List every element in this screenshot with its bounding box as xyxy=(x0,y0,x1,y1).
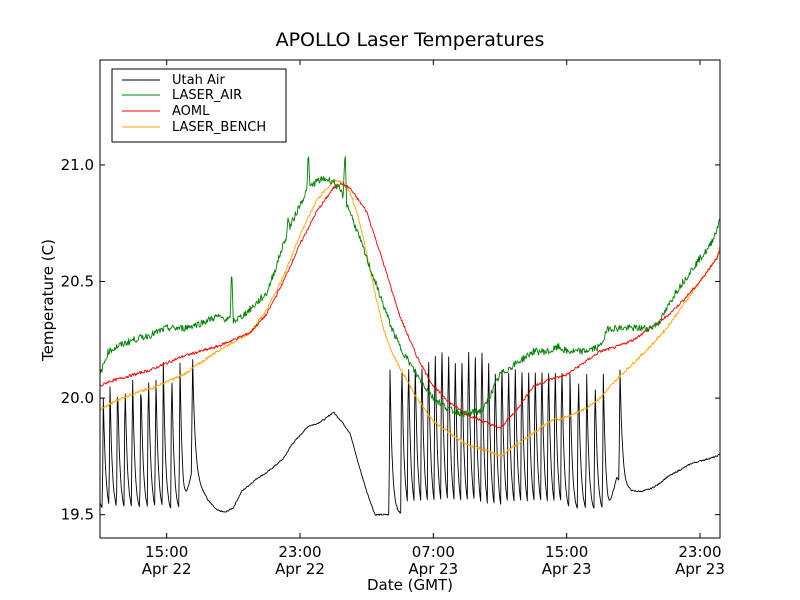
x-tick-label-date: Apr 22 xyxy=(142,560,192,578)
legend-label-aoml: AOML xyxy=(172,104,210,119)
x-tick-label-date: Apr 23 xyxy=(542,560,592,578)
series-line-laser-bench xyxy=(99,179,721,457)
x-tick-label-date: Apr 23 xyxy=(408,560,458,578)
x-tick-label-time: 23:00 xyxy=(278,543,321,561)
series-line-aoml xyxy=(99,182,721,429)
legend-label-laser-air: LASER_AIR xyxy=(172,88,242,103)
plot-frame xyxy=(99,59,721,539)
legend: Utah Air LASER_AIR AOML LASER_BENCH xyxy=(111,68,287,143)
x-tick-label-time: 07:00 xyxy=(412,543,455,561)
x-axis-label: Date (GMT) xyxy=(367,576,453,594)
x-tick-label-time: 15:00 xyxy=(145,543,188,561)
y-tick-label: 19.5 xyxy=(61,506,94,524)
y-tick-label: 20.5 xyxy=(61,273,94,291)
y-tick-label: 21.0 xyxy=(61,156,94,174)
y-tick-label: 20.0 xyxy=(61,389,94,407)
x-tick-label-date: Apr 22 xyxy=(275,560,325,578)
x-tick-label-date: Apr 23 xyxy=(675,560,725,578)
x-tick-label-time: 15:00 xyxy=(545,543,588,561)
legend-label-laser-bench: LASER_BENCH xyxy=(172,120,266,135)
legend-box xyxy=(111,68,287,143)
series-line-utah-air xyxy=(99,351,721,516)
series-line-laser-air xyxy=(99,155,721,418)
chart-title: APOLLO Laser Temperatures xyxy=(276,29,545,51)
legend-label-utah-air: Utah Air xyxy=(172,73,225,88)
series-layer xyxy=(99,155,721,516)
x-tick-label-time: 23:00 xyxy=(678,543,721,561)
y-axis-label: Temperature (C) xyxy=(39,239,57,362)
